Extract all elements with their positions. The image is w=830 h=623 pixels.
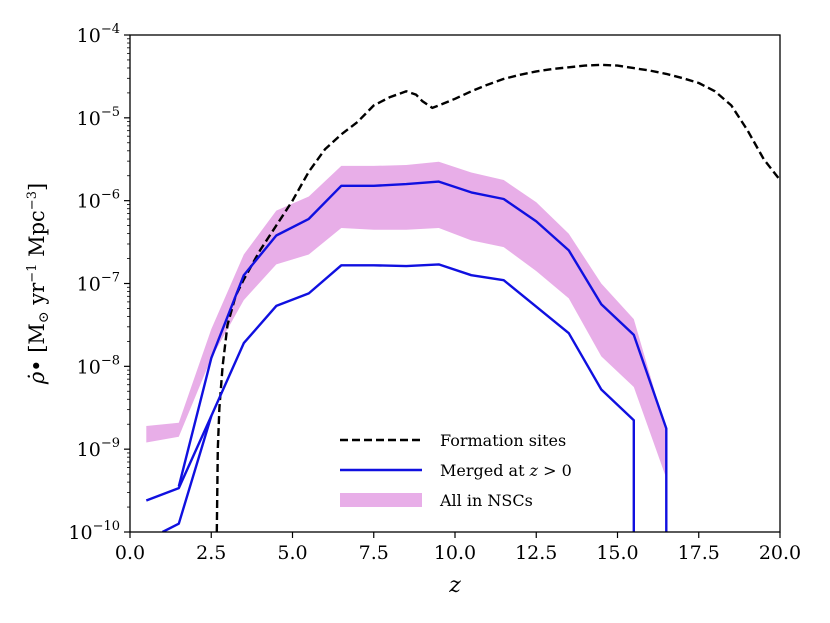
series-line-2 <box>145 263 635 532</box>
legend: Formation sites Merged at z > 0 All in NSC… <box>340 431 572 510</box>
y-tick-label: 10−6 <box>77 188 120 213</box>
legend-label: Merged at z > 0 <box>440 461 572 480</box>
y-tick-label: 10−10 <box>68 519 120 544</box>
tick-layer: 0.0 2.5 5.0 7.5 10.0 12.5 15.0 17.5 20.0 10−10 10−… <box>68 22 801 564</box>
y-axis-label-rho: ρ̇• <box>25 359 49 385</box>
y-axis-label: ρ̇• [M⊙ yr−1 Mpc−3] <box>25 183 52 385</box>
x-tick-label: 17.5 <box>678 542 720 564</box>
x-axis-label: z <box>448 573 461 598</box>
x-tick-label: 12.5 <box>515 542 557 564</box>
x-tick-label: 20.0 <box>759 542 801 564</box>
y-tick-label: 10−9 <box>77 436 120 461</box>
y-tick-label: 10−4 <box>77 22 120 47</box>
y-axis-label-yr: yr <box>25 282 49 312</box>
x-tick-label: 10.0 <box>434 542 476 564</box>
y-tick-label: 10−5 <box>77 105 120 130</box>
nsc-band <box>146 161 667 479</box>
y-tick-label: 10−8 <box>77 353 120 378</box>
y-axis-label-sun: ⊙ <box>36 311 52 323</box>
y-tick-label: 10−7 <box>77 271 120 296</box>
series-layer <box>145 63 780 532</box>
y-axis-label-mpc-exp: −3 <box>25 191 40 210</box>
y-axis-label-yr-exp: −1 <box>25 264 40 283</box>
y-axis-label-open: [M <box>25 323 49 359</box>
x-tick-label: 5.0 <box>277 542 307 564</box>
series-line-1 <box>177 180 668 532</box>
series-line-3 <box>161 415 213 532</box>
legend-label: Formation sites <box>440 431 566 450</box>
x-tick-label: 7.5 <box>359 542 389 564</box>
x-tick-label: 0.0 <box>115 542 145 564</box>
legend-label: All in NSCs <box>439 491 533 510</box>
y-axis-label-close: ] <box>25 183 49 191</box>
legend-swatch-band <box>340 493 422 507</box>
series-line-0 <box>215 63 780 532</box>
nsc-band-layer <box>146 161 667 479</box>
x-tick-label: 2.5 <box>196 542 226 564</box>
y-axis-label-mpc: Mpc <box>25 210 49 263</box>
plot-frame <box>129 34 781 533</box>
x-tick-label: 15.0 <box>596 542 638 564</box>
